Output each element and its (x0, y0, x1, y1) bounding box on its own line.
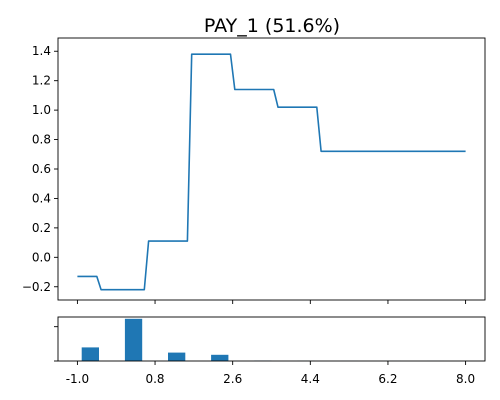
y-tick-label: 0.2 (32, 221, 51, 235)
x-tick-label: 0.8 (145, 372, 164, 386)
series-line-0 (77, 53, 466, 291)
histogram-bar (211, 354, 229, 361)
y-tick-label: 0.0 (32, 250, 51, 264)
x-tick-label: -1.0 (66, 372, 89, 386)
bottom-histogram-panel: -1.0 0.8 2.6 4.4 6.2 8.0 (54, 316, 486, 386)
chart-title: PAY_1 (51.6%) (204, 15, 340, 37)
top-axes-frame (57, 37, 486, 301)
histogram-bar (168, 352, 186, 361)
y-tick-label: 0.8 (32, 133, 51, 147)
x-tick-label: 8.0 (456, 372, 475, 386)
y-tick-label: 0.6 (32, 162, 51, 176)
x-tick-label: 2.6 (223, 372, 242, 386)
y-tick-label: 1.4 (32, 44, 51, 58)
y-tick-label: 0.4 (32, 191, 51, 205)
y-tick-label: 1.2 (32, 74, 51, 88)
y-tick-label: 1.0 (32, 103, 51, 117)
histogram-bar (124, 318, 143, 361)
bottom-axes-frame (57, 316, 486, 362)
x-tick-label: 6.2 (378, 372, 397, 386)
top-plot-panel: −0.2 0.0 0.2 0.4 0.6 0.8 1.0 1.2 1.4 (22, 37, 486, 304)
histogram-bar (81, 347, 99, 361)
y-tick-label: −0.2 (22, 280, 51, 294)
x-tick-label: 4.4 (301, 372, 320, 386)
